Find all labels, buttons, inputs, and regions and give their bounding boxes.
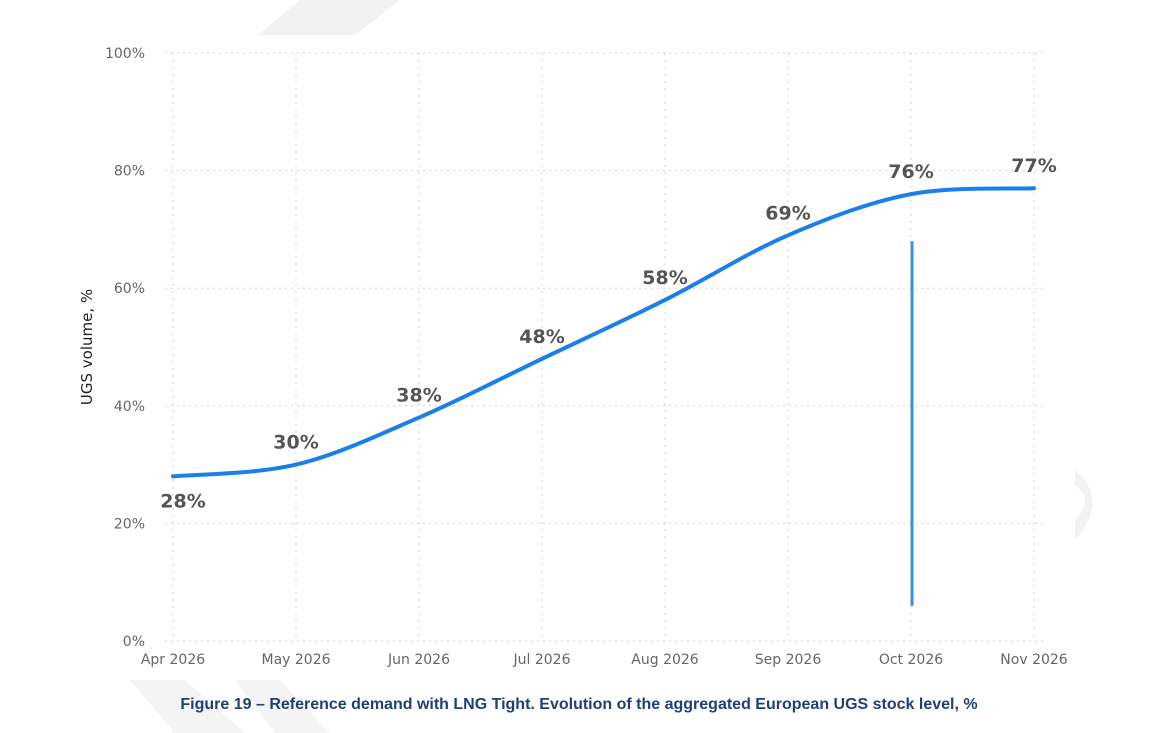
x-tick-label: Sep 2026 [755, 652, 822, 668]
x-tick-label: Jun 2026 [387, 652, 450, 668]
x-tick-label: Jul 2026 [513, 652, 571, 668]
y-tick-label: 100% [105, 46, 145, 62]
y-tick-label: 20% [114, 516, 145, 532]
x-tick-label: May 2026 [261, 652, 330, 668]
x-tick-label: Oct 2026 [879, 652, 943, 668]
data-label: 38% [396, 385, 441, 407]
y-axis-label: UGS volume, % [78, 289, 96, 405]
x-tick-label: Apr 2026 [141, 652, 205, 668]
data-label: 77% [1011, 155, 1056, 177]
data-label: 76% [888, 161, 933, 183]
data-label: 30% [273, 432, 318, 454]
x-tick-label: Aug 2026 [631, 652, 699, 668]
data-label: 48% [519, 326, 564, 348]
y-tick-label: 40% [114, 399, 145, 415]
y-tick-label: 80% [114, 164, 145, 180]
y-tick-label: 60% [114, 281, 145, 297]
watermark [130, 0, 1093, 733]
series-line [171, 186, 1036, 479]
x-tick-label: Nov 2026 [1000, 652, 1067, 668]
figure-caption: Figure 19 – Reference demand with LNG Ti… [180, 696, 978, 713]
data-label: 28% [160, 490, 205, 512]
y-tick-label: 0% [123, 634, 145, 650]
data-label: 69% [765, 202, 810, 224]
data-label: 58% [642, 267, 687, 289]
